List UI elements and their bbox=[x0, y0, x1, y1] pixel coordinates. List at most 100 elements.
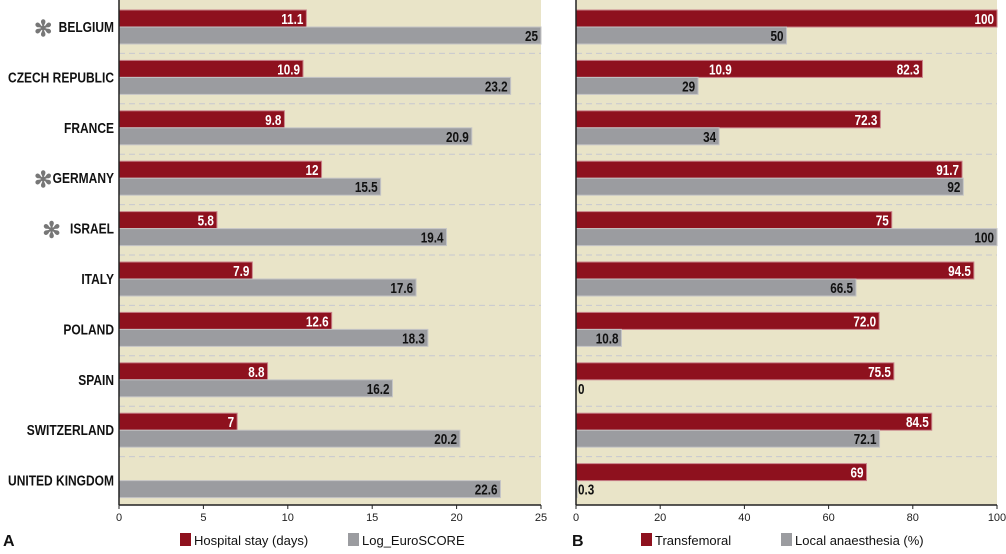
data-label: 15.5 bbox=[355, 179, 378, 196]
data-label: 72.1 bbox=[854, 431, 877, 448]
legend-swatch bbox=[781, 533, 792, 546]
bar-series1 bbox=[575, 311, 880, 330]
data-label: 69 bbox=[850, 464, 863, 481]
bar-series1 bbox=[575, 59, 923, 78]
data-label: 92 bbox=[947, 179, 960, 196]
bar-series1 bbox=[118, 59, 304, 78]
asterisk-icon: ✻ bbox=[34, 167, 52, 192]
bar-series1 bbox=[575, 211, 893, 230]
category-label: SWITZERLAND bbox=[27, 422, 114, 439]
bar-series2 bbox=[575, 429, 881, 448]
category-label: UNITED KINGDOM bbox=[8, 472, 114, 489]
asterisk-icon: ✻ bbox=[42, 218, 60, 243]
bar-series1 bbox=[118, 311, 333, 330]
data-label: 25 bbox=[525, 28, 538, 45]
bar-series1 bbox=[118, 362, 269, 381]
data-label: 7 bbox=[228, 414, 235, 431]
bar-series2 bbox=[118, 228, 447, 247]
data-label: 75.5 bbox=[868, 363, 891, 380]
data-label: 75 bbox=[876, 212, 889, 229]
bar-series2 bbox=[118, 278, 417, 297]
bar-series1 bbox=[575, 160, 963, 179]
legend-label: Local anaesthesia (%) bbox=[795, 533, 924, 548]
data-label: 82.3 bbox=[897, 61, 920, 78]
bar-series2 bbox=[118, 480, 501, 499]
bar-series1 bbox=[575, 463, 867, 482]
data-label: 9.8 bbox=[265, 111, 282, 128]
data-label: 18.3 bbox=[402, 330, 425, 347]
legend-swatch bbox=[641, 533, 652, 546]
panel-a: 11.1 25 10.9 23.2 9.8 20.9 12 15.5 5.8 19.4 7.9 17.… bbox=[116, 0, 547, 524]
category-label: FRANCE bbox=[64, 120, 114, 137]
bar-series2 bbox=[118, 379, 393, 398]
data-label: 5.8 bbox=[198, 212, 215, 229]
bar-series1 bbox=[118, 110, 285, 129]
x-tick-label: 40 bbox=[738, 512, 750, 524]
data-label: 91.7 bbox=[936, 162, 959, 179]
category-label: BELGIUM bbox=[59, 19, 114, 36]
bar-series2 bbox=[575, 228, 998, 247]
bar-series2 bbox=[575, 26, 787, 45]
category-label: GERMANY bbox=[53, 170, 114, 187]
data-label: 19.4 bbox=[421, 229, 444, 246]
bar-series2 bbox=[118, 328, 429, 347]
x-tick-label: 0 bbox=[116, 512, 122, 524]
panel-letter: A bbox=[3, 533, 15, 549]
x-tick-label: 15 bbox=[366, 512, 378, 524]
annotation-label: 10.9 bbox=[709, 61, 732, 78]
bar-series2 bbox=[118, 76, 512, 95]
data-label: 7.9 bbox=[233, 263, 249, 280]
bar-series1 bbox=[575, 261, 975, 280]
data-label: 8.8 bbox=[248, 363, 265, 380]
data-label: 0.3 bbox=[578, 481, 594, 498]
legend-swatch bbox=[180, 533, 191, 546]
bar-series2 bbox=[118, 177, 382, 196]
data-label: 94.5 bbox=[948, 263, 971, 280]
bar-series1 bbox=[575, 412, 933, 431]
data-label: 20.9 bbox=[446, 128, 469, 145]
data-label: 34 bbox=[703, 128, 716, 145]
category-label: SPAIN bbox=[78, 372, 114, 389]
x-tick-label: 20 bbox=[654, 512, 666, 524]
x-tick-label: 5 bbox=[200, 512, 206, 524]
data-label: 66.5 bbox=[830, 280, 853, 297]
data-label: 16.2 bbox=[367, 380, 390, 397]
bar-series2 bbox=[575, 177, 964, 196]
bar-series2 bbox=[118, 26, 542, 45]
x-tick-label: 60 bbox=[822, 512, 834, 524]
data-label: 0 bbox=[578, 380, 585, 397]
data-label: 23.2 bbox=[485, 78, 508, 95]
asterisk-icon: ✻ bbox=[34, 16, 52, 41]
data-label: 20.2 bbox=[434, 431, 457, 448]
x-tick-label: 100 bbox=[988, 512, 1006, 524]
bar-series1 bbox=[118, 160, 323, 179]
data-label: 10.8 bbox=[596, 330, 619, 347]
data-label: 11.1 bbox=[281, 11, 304, 28]
category-label: ISRAEL bbox=[70, 220, 114, 237]
data-label: 100 bbox=[974, 11, 994, 28]
x-tick-label: 20 bbox=[450, 512, 462, 524]
data-label: 72.0 bbox=[853, 313, 876, 330]
bar-series2 bbox=[575, 127, 720, 146]
bar-series1 bbox=[118, 9, 307, 28]
data-label: 72.3 bbox=[855, 111, 878, 128]
category-label: POLAND bbox=[63, 321, 114, 338]
data-label: 100 bbox=[974, 229, 994, 246]
data-label: 84.5 bbox=[906, 414, 929, 431]
bar-series2 bbox=[575, 278, 857, 297]
legend-label: Transfemoral bbox=[655, 533, 731, 548]
data-label: 12.6 bbox=[306, 313, 329, 330]
x-tick-label: 80 bbox=[907, 512, 919, 524]
data-label: 29 bbox=[682, 78, 695, 95]
category-label: ITALY bbox=[81, 271, 114, 288]
bar-series2 bbox=[118, 127, 473, 146]
data-label: 10.9 bbox=[277, 61, 300, 78]
bar-series1 bbox=[575, 362, 895, 381]
bar-series1 bbox=[118, 412, 238, 431]
panel-b: 1005082.32972.33491.7927510094.566.572.0… bbox=[573, 0, 1006, 524]
x-tick-label: 10 bbox=[282, 512, 294, 524]
data-label: 12 bbox=[306, 162, 319, 179]
data-label: 17.6 bbox=[390, 280, 413, 297]
data-label: 22.6 bbox=[475, 481, 498, 498]
